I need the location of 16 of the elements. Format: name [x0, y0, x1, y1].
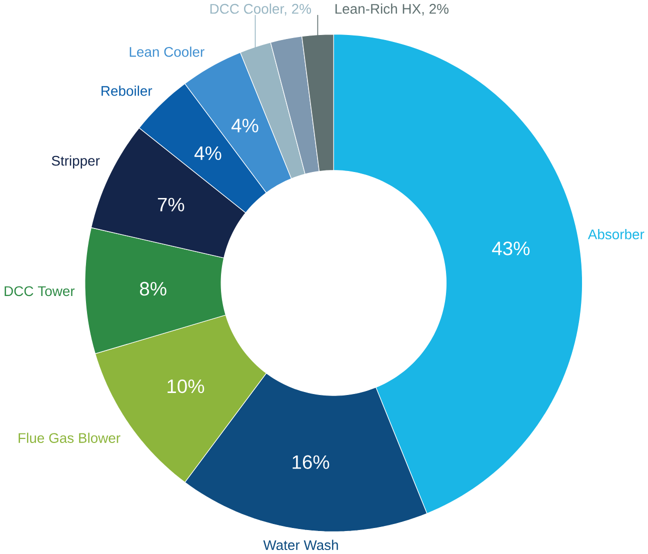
slice-label: Reboiler [102, 86, 152, 96]
data-label: 10% [168, 380, 204, 394]
slice-label: Water Wash [263, 540, 338, 550]
data-label: 7% [158, 198, 184, 212]
slice-label: DCC Cooler, 2% [210, 4, 311, 16]
slice-label: Lean Cooler [130, 46, 204, 58]
data-label: 4% [231, 118, 258, 133]
slice-label: Absorber [588, 229, 644, 240]
data-label: 16% [292, 455, 330, 470]
data-label: 4% [194, 146, 222, 160]
slice-label: Stripper [52, 156, 100, 169]
slice-label: DCC Tower [4, 286, 75, 296]
data-label: 43% [492, 242, 530, 256]
slice-label: Flue Gas Blower [18, 432, 120, 444]
slice-label: Lean-Rich HX, 2% [336, 4, 448, 16]
data-label: 8% [140, 282, 166, 296]
